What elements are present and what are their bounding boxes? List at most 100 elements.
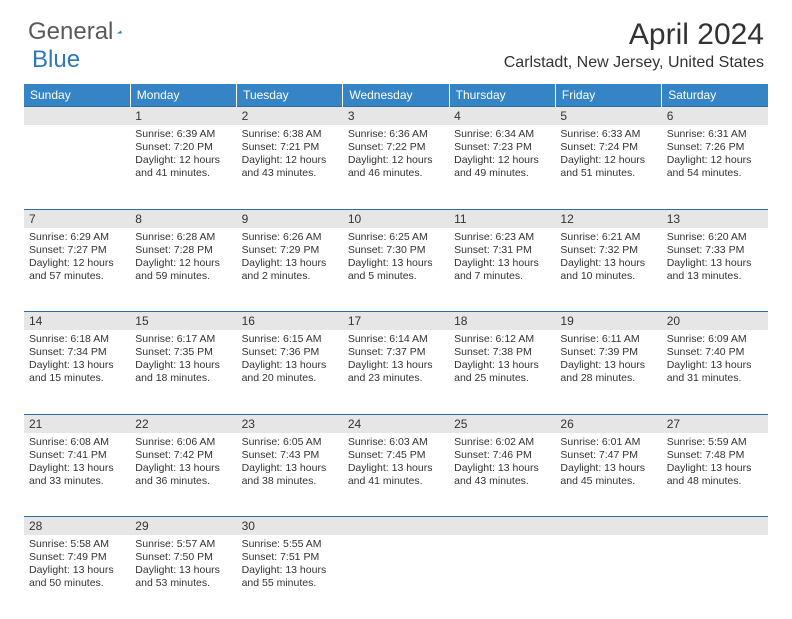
day-number-cell: 9 <box>237 209 343 228</box>
weekday-header: Friday <box>555 84 661 107</box>
day-number-cell: 14 <box>24 312 130 331</box>
day-cell: Sunrise: 5:59 AMSunset: 7:48 PMDaylight:… <box>662 433 768 517</box>
day-cell: Sunrise: 6:14 AMSunset: 7:37 PMDaylight:… <box>343 330 449 414</box>
day-details: Sunrise: 6:31 AMSunset: 7:26 PMDaylight:… <box>667 128 763 181</box>
day-number-cell: 22 <box>130 414 236 433</box>
day-cell: Sunrise: 6:21 AMSunset: 7:32 PMDaylight:… <box>555 228 661 312</box>
sunset-line: Sunset: 7:35 PM <box>135 346 231 359</box>
daylight-line: Daylight: 13 hours and 55 minutes. <box>242 564 338 590</box>
day-details: Sunrise: 6:33 AMSunset: 7:24 PMDaylight:… <box>560 128 656 181</box>
daylight-line: Daylight: 13 hours and 7 minutes. <box>454 257 550 283</box>
daylight-line: Daylight: 13 hours and 20 minutes. <box>242 359 338 385</box>
day-cell: Sunrise: 5:55 AMSunset: 7:51 PMDaylight:… <box>237 535 343 619</box>
logo-text-2: Blue <box>32 46 80 74</box>
day-cell: Sunrise: 6:20 AMSunset: 7:33 PMDaylight:… <box>662 228 768 312</box>
sunset-line: Sunset: 7:45 PM <box>348 449 444 462</box>
day-number-cell: 25 <box>449 414 555 433</box>
day-cell: Sunrise: 6:18 AMSunset: 7:34 PMDaylight:… <box>24 330 130 414</box>
sunrise-line: Sunrise: 6:38 AM <box>242 128 338 141</box>
day-cell: Sunrise: 6:15 AMSunset: 7:36 PMDaylight:… <box>237 330 343 414</box>
sunrise-line: Sunrise: 6:15 AM <box>242 333 338 346</box>
day-cell: Sunrise: 6:01 AMSunset: 7:47 PMDaylight:… <box>555 433 661 517</box>
day-number-row: 123456 <box>24 107 768 126</box>
sunset-line: Sunset: 7:43 PM <box>242 449 338 462</box>
day-cell: Sunrise: 6:05 AMSunset: 7:43 PMDaylight:… <box>237 433 343 517</box>
logo-text-1: General <box>28 18 113 46</box>
day-number-cell <box>24 107 130 126</box>
day-details: Sunrise: 6:21 AMSunset: 7:32 PMDaylight:… <box>560 231 656 284</box>
sunset-line: Sunset: 7:23 PM <box>454 141 550 154</box>
sunset-line: Sunset: 7:49 PM <box>29 551 125 564</box>
day-cell: Sunrise: 6:38 AMSunset: 7:21 PMDaylight:… <box>237 125 343 209</box>
daylight-line: Daylight: 12 hours and 46 minutes. <box>348 154 444 180</box>
day-number-cell: 7 <box>24 209 130 228</box>
sunset-line: Sunset: 7:27 PM <box>29 244 125 257</box>
day-number-cell: 27 <box>662 414 768 433</box>
daylight-line: Daylight: 13 hours and 18 minutes. <box>135 359 231 385</box>
daylight-line: Daylight: 13 hours and 23 minutes. <box>348 359 444 385</box>
sunrise-line: Sunrise: 6:26 AM <box>242 231 338 244</box>
sunrise-line: Sunrise: 6:17 AM <box>135 333 231 346</box>
day-cell: Sunrise: 6:12 AMSunset: 7:38 PMDaylight:… <box>449 330 555 414</box>
day-number-cell: 13 <box>662 209 768 228</box>
sunset-line: Sunset: 7:36 PM <box>242 346 338 359</box>
day-number-cell: 24 <box>343 414 449 433</box>
sunset-line: Sunset: 7:30 PM <box>348 244 444 257</box>
sunset-line: Sunset: 7:28 PM <box>135 244 231 257</box>
daylight-line: Daylight: 13 hours and 15 minutes. <box>29 359 125 385</box>
day-cell: Sunrise: 6:06 AMSunset: 7:42 PMDaylight:… <box>130 433 236 517</box>
day-details: Sunrise: 6:28 AMSunset: 7:28 PMDaylight:… <box>135 231 231 284</box>
day-number-cell: 18 <box>449 312 555 331</box>
day-details: Sunrise: 6:11 AMSunset: 7:39 PMDaylight:… <box>560 333 656 386</box>
daylight-line: Daylight: 13 hours and 36 minutes. <box>135 462 231 488</box>
day-number-cell: 5 <box>555 107 661 126</box>
daylight-line: Daylight: 12 hours and 54 minutes. <box>667 154 763 180</box>
day-cell: Sunrise: 6:36 AMSunset: 7:22 PMDaylight:… <box>343 125 449 209</box>
daylight-line: Daylight: 13 hours and 48 minutes. <box>667 462 763 488</box>
day-details: Sunrise: 6:08 AMSunset: 7:41 PMDaylight:… <box>29 436 125 489</box>
day-cell: Sunrise: 6:34 AMSunset: 7:23 PMDaylight:… <box>449 125 555 209</box>
day-details: Sunrise: 6:15 AMSunset: 7:36 PMDaylight:… <box>242 333 338 386</box>
sunrise-line: Sunrise: 6:21 AM <box>560 231 656 244</box>
day-details: Sunrise: 6:12 AMSunset: 7:38 PMDaylight:… <box>454 333 550 386</box>
weekday-header: Saturday <box>662 84 768 107</box>
day-details: Sunrise: 6:17 AMSunset: 7:35 PMDaylight:… <box>135 333 231 386</box>
sunset-line: Sunset: 7:41 PM <box>29 449 125 462</box>
sunrise-line: Sunrise: 6:06 AM <box>135 436 231 449</box>
sunrise-line: Sunrise: 5:57 AM <box>135 538 231 551</box>
day-cell: Sunrise: 6:39 AMSunset: 7:20 PMDaylight:… <box>130 125 236 209</box>
day-number-cell: 12 <box>555 209 661 228</box>
day-details: Sunrise: 6:09 AMSunset: 7:40 PMDaylight:… <box>667 333 763 386</box>
sunrise-line: Sunrise: 5:58 AM <box>29 538 125 551</box>
weekday-header-row: Sunday Monday Tuesday Wednesday Thursday… <box>24 84 768 107</box>
day-cell: Sunrise: 6:09 AMSunset: 7:40 PMDaylight:… <box>662 330 768 414</box>
day-number-cell: 16 <box>237 312 343 331</box>
day-content-row: Sunrise: 6:39 AMSunset: 7:20 PMDaylight:… <box>24 125 768 209</box>
daylight-line: Daylight: 13 hours and 28 minutes. <box>560 359 656 385</box>
sunset-line: Sunset: 7:34 PM <box>29 346 125 359</box>
sunrise-line: Sunrise: 6:12 AM <box>454 333 550 346</box>
sunrise-line: Sunrise: 6:34 AM <box>454 128 550 141</box>
sunrise-line: Sunrise: 5:59 AM <box>667 436 763 449</box>
month-title: April 2024 <box>504 18 764 52</box>
day-number-row: 21222324252627 <box>24 414 768 433</box>
daylight-line: Daylight: 13 hours and 43 minutes. <box>454 462 550 488</box>
day-number-cell <box>449 517 555 536</box>
weekday-header: Tuesday <box>237 84 343 107</box>
day-number-cell: 6 <box>662 107 768 126</box>
sunrise-line: Sunrise: 6:39 AM <box>135 128 231 141</box>
day-cell: Sunrise: 6:31 AMSunset: 7:26 PMDaylight:… <box>662 125 768 209</box>
sunrise-line: Sunrise: 6:18 AM <box>29 333 125 346</box>
day-details: Sunrise: 5:57 AMSunset: 7:50 PMDaylight:… <box>135 538 231 591</box>
day-number-cell: 28 <box>24 517 130 536</box>
sunset-line: Sunset: 7:42 PM <box>135 449 231 462</box>
day-details: Sunrise: 6:05 AMSunset: 7:43 PMDaylight:… <box>242 436 338 489</box>
day-number-row: 14151617181920 <box>24 312 768 331</box>
sunrise-line: Sunrise: 6:03 AM <box>348 436 444 449</box>
day-details: Sunrise: 6:18 AMSunset: 7:34 PMDaylight:… <box>29 333 125 386</box>
day-cell: Sunrise: 6:23 AMSunset: 7:31 PMDaylight:… <box>449 228 555 312</box>
day-details: Sunrise: 5:58 AMSunset: 7:49 PMDaylight:… <box>29 538 125 591</box>
day-cell <box>343 535 449 619</box>
day-cell <box>662 535 768 619</box>
day-cell: Sunrise: 6:25 AMSunset: 7:30 PMDaylight:… <box>343 228 449 312</box>
